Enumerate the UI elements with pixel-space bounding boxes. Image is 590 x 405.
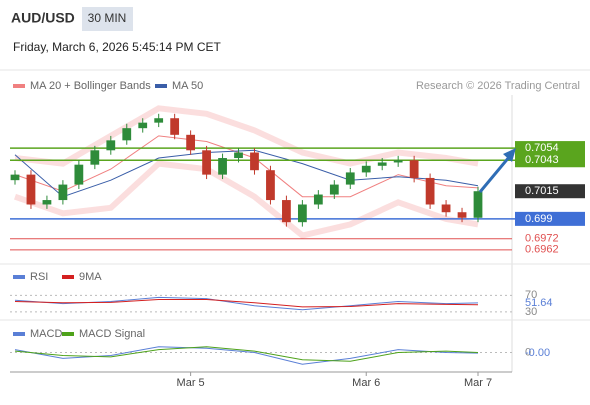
candle-body xyxy=(425,177,435,205)
legend-label: MA 50 xyxy=(172,80,203,92)
forecast-arrow xyxy=(478,155,512,193)
level-tag xyxy=(515,153,585,168)
y-tick-label: 70 xyxy=(525,289,537,301)
level-tag xyxy=(515,141,585,156)
main-panel: MA 20 + Bollinger Bands MA 50 0.70540.7043… xyxy=(10,80,585,389)
candle-body xyxy=(234,152,243,159)
candle-body xyxy=(441,204,451,213)
candle-body xyxy=(345,172,355,185)
legend-label: RSI xyxy=(30,271,48,283)
candle-body xyxy=(154,118,164,123)
y-tick-label: 0 xyxy=(525,346,531,358)
candle-body xyxy=(250,152,259,171)
candle-body xyxy=(361,165,371,173)
candle-body xyxy=(409,160,419,178)
indicator-line xyxy=(14,346,479,362)
x-tick-label: Mar 5 xyxy=(177,377,205,389)
timeframe-box[interactable] xyxy=(82,7,133,31)
level-label: 0.699 xyxy=(525,213,553,225)
legend-swatch xyxy=(13,84,25,88)
candle-body xyxy=(457,212,467,218)
timeframe[interactable]: 30 MIN xyxy=(88,11,127,25)
indicator-line xyxy=(14,299,479,308)
candle-body xyxy=(329,184,339,195)
current-value: -0.00 xyxy=(525,347,550,359)
candle-body xyxy=(377,162,387,166)
candle-body xyxy=(218,158,227,175)
price-label: 0.7015 xyxy=(525,185,559,197)
candle-body xyxy=(473,191,483,218)
candle-body xyxy=(393,160,403,163)
credit: Research © 2026 Trading Central xyxy=(416,80,580,92)
candle-body xyxy=(282,200,291,223)
candle-body xyxy=(170,118,180,135)
candle-body xyxy=(313,194,323,205)
legend-swatch xyxy=(155,84,167,88)
candle-body xyxy=(106,140,116,151)
y-tick-label: 30 xyxy=(525,306,537,318)
price-tag xyxy=(515,184,585,199)
candle-body xyxy=(26,174,36,205)
candle-body xyxy=(10,174,20,181)
legend-swatch xyxy=(13,332,25,336)
legend-label: MACD xyxy=(30,328,62,340)
candle-body xyxy=(266,170,275,201)
candle-body xyxy=(42,200,52,205)
candle-body xyxy=(138,122,148,129)
candle-body xyxy=(74,164,84,185)
legend-swatch xyxy=(13,275,25,279)
symbol: AUD/USD xyxy=(11,10,75,26)
bollinger-band xyxy=(14,160,479,239)
timestamp: Friday, March 6, 2026 5:45:14 PM CET xyxy=(13,40,222,54)
candle-body xyxy=(297,204,307,223)
level-label: 0.6972 xyxy=(525,233,559,245)
arrow-head xyxy=(503,148,516,162)
x-tick-label: Mar 6 xyxy=(352,377,380,389)
level-label: 0.6962 xyxy=(525,244,559,256)
candle-body xyxy=(202,150,211,175)
legend-label: MACD Signal xyxy=(79,328,145,340)
candle-body xyxy=(122,128,132,141)
candle-body xyxy=(58,184,68,201)
bollinger-band xyxy=(14,105,479,167)
current-value: 51.64 xyxy=(525,297,553,309)
legend-label: MA 20 + Bollinger Bands xyxy=(30,80,151,92)
level-tag xyxy=(515,211,585,226)
x-tick-label: Mar 7 xyxy=(464,377,492,389)
legend-swatch xyxy=(62,332,74,336)
candle-body xyxy=(90,150,100,165)
legend-label: 9MA xyxy=(79,271,102,283)
level-label: 0.7054 xyxy=(525,142,559,154)
level-label: 0.7043 xyxy=(525,154,559,166)
legend-swatch xyxy=(62,275,74,279)
candle-body xyxy=(186,134,196,151)
